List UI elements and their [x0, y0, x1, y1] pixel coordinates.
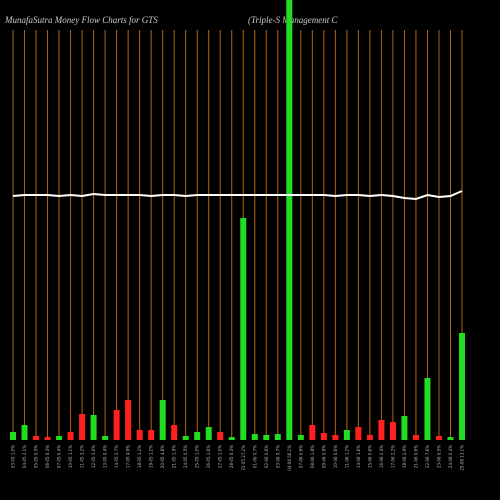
- bar: [309, 425, 316, 440]
- x-tick-label: 17-05 4.9%: [126, 445, 131, 468]
- x-tick-label: 03-05 1.0%: [11, 445, 16, 468]
- bar: [459, 333, 465, 440]
- bar: [217, 432, 224, 440]
- x-tick-label: 22-06 7.6%: [425, 445, 430, 468]
- bar: [228, 437, 235, 440]
- bar: [21, 425, 28, 440]
- x-tick-label: 27-05 1.0%: [218, 445, 223, 468]
- x-tick-label: 23-06 0.5%: [436, 445, 441, 468]
- bar: [182, 436, 189, 440]
- x-tick-label: 12-05 3.0%: [91, 445, 96, 468]
- bar: [79, 414, 86, 440]
- x-tick-label: 11-05 3.2%: [80, 445, 85, 468]
- x-tick-label: 06-05 0.3%: [45, 445, 50, 468]
- bar: [56, 436, 63, 440]
- money-flow-line: [12, 190, 463, 201]
- x-tick-label: 24-06 0.4%: [448, 445, 453, 468]
- x-tick-label: 09-06 0.9%: [321, 445, 326, 468]
- x-tick-label: 14-06 1.6%: [356, 445, 361, 468]
- x-tick-label: 08-06 1.8%: [310, 445, 315, 468]
- bar: [159, 400, 166, 440]
- x-tick-label: 19-05 1.2%: [149, 445, 154, 468]
- bar: [366, 435, 373, 440]
- x-tick-label: 18-05 1.2%: [137, 445, 142, 468]
- chart-title: MunafaSutra Money Flow Charts for GTS: [4, 15, 158, 25]
- bar: [148, 430, 155, 440]
- x-tick-label: 25-06 13.1%: [460, 445, 465, 471]
- x-tick-label: 07-05 0.4%: [57, 445, 62, 468]
- bar: [205, 427, 212, 440]
- x-tick-label: 31-05 27.2%: [241, 445, 246, 471]
- bar: [171, 425, 178, 440]
- x-tick-label: 15-06 0.6%: [367, 445, 372, 468]
- x-tick-label: 25-05 1.0%: [195, 445, 200, 468]
- x-tick-label: 26-05 1.6%: [206, 445, 211, 468]
- bar: [286, 0, 293, 440]
- bar: [125, 400, 132, 440]
- x-tick-label: 01-06 0.7%: [252, 445, 257, 468]
- x-tick-label: 16-06 2.4%: [379, 445, 384, 468]
- bar: [113, 410, 120, 440]
- bar: [332, 435, 339, 440]
- bar: [90, 415, 97, 440]
- bar: [102, 436, 109, 440]
- x-tick-label: 04-05 2.1%: [22, 445, 27, 468]
- bar: [274, 434, 281, 440]
- x-tick-label: 04-06 56.1%: [287, 445, 292, 471]
- x-tick-label: 10-06 0.6%: [333, 445, 338, 468]
- bar: [424, 378, 431, 440]
- bar: [343, 430, 350, 440]
- bar: [10, 432, 16, 440]
- x-tick-label: 05-05 0.5%: [34, 445, 39, 468]
- bar: [194, 432, 201, 440]
- bar: [401, 416, 408, 440]
- bar: [136, 430, 143, 440]
- x-tick-label: 20-05 4.8%: [160, 445, 165, 468]
- x-tick-label: 21-05 1.9%: [172, 445, 177, 468]
- bar: [435, 436, 442, 440]
- bar: [240, 218, 247, 440]
- x-tick-label: 13-05 0.4%: [103, 445, 108, 468]
- chart-subtitle: (Triple-S Management C: [248, 15, 338, 25]
- x-tick-label: 17-06 2.2%: [390, 445, 395, 468]
- bar: [320, 433, 327, 440]
- bar: [44, 437, 51, 440]
- bar: [251, 434, 258, 440]
- bar: [412, 435, 419, 440]
- x-tick-label: 07-06 0.6%: [298, 445, 303, 468]
- bar: [33, 436, 40, 440]
- x-tick-label: 14-05 3.7%: [114, 445, 119, 468]
- bar: [355, 427, 362, 440]
- bar: [447, 437, 454, 440]
- x-tick-label: 18-06 2.9%: [402, 445, 407, 468]
- x-tick-label: 21-06 0.6%: [413, 445, 418, 468]
- bar: [263, 435, 270, 440]
- x-tick-label: 02-06 0.6%: [264, 445, 269, 468]
- x-tick-label: 28-05 0.3%: [229, 445, 234, 468]
- bar: [297, 435, 304, 440]
- x-tick-label: 03-06 0.7%: [275, 445, 280, 468]
- x-tick-label: 24-05 0.5%: [183, 445, 188, 468]
- bar: [67, 432, 74, 440]
- bar: [389, 422, 396, 440]
- bar: [378, 420, 385, 440]
- x-tick-label: 11-06 1.2%: [344, 445, 349, 468]
- x-tick-label: 10-05 1.1%: [68, 445, 73, 468]
